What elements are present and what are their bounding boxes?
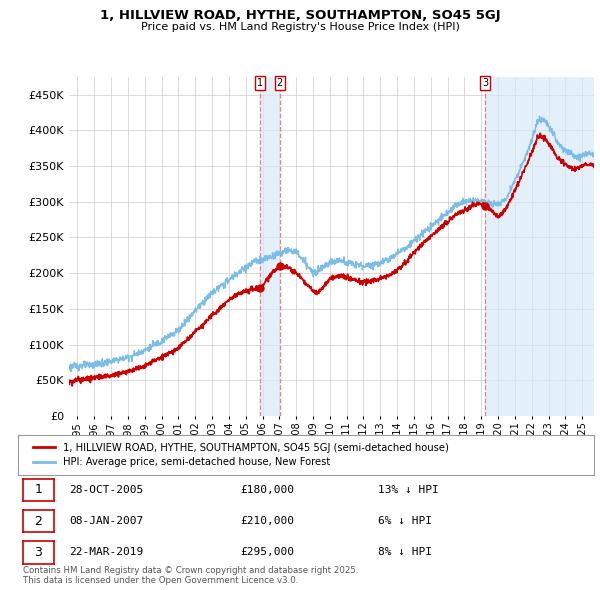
Text: 6% ↓ HPI: 6% ↓ HPI — [378, 516, 432, 526]
Text: £180,000: £180,000 — [240, 485, 294, 495]
Bar — [260, 77, 280, 416]
Text: 1, HILLVIEW ROAD, HYTHE, SOUTHAMPTON, SO45 5GJ: 1, HILLVIEW ROAD, HYTHE, SOUTHAMPTON, SO… — [100, 9, 500, 22]
Text: 1: 1 — [257, 78, 263, 88]
Text: 13% ↓ HPI: 13% ↓ HPI — [378, 485, 439, 495]
Text: £210,000: £210,000 — [240, 516, 294, 526]
Text: 22-MAR-2019: 22-MAR-2019 — [69, 548, 143, 558]
Text: 2: 2 — [277, 78, 283, 88]
Text: £295,000: £295,000 — [240, 548, 294, 558]
Text: 8% ↓ HPI: 8% ↓ HPI — [378, 548, 432, 558]
Text: 3: 3 — [34, 546, 43, 559]
Bar — [485, 77, 594, 416]
Text: 28-OCT-2005: 28-OCT-2005 — [69, 485, 143, 495]
Text: 3: 3 — [482, 78, 488, 88]
Text: 08-JAN-2007: 08-JAN-2007 — [69, 516, 143, 526]
Legend: 1, HILLVIEW ROAD, HYTHE, SOUTHAMPTON, SO45 5GJ (semi-detached house), HPI: Avera: 1, HILLVIEW ROAD, HYTHE, SOUTHAMPTON, SO… — [29, 438, 452, 471]
Text: Contains HM Land Registry data © Crown copyright and database right 2025.
This d: Contains HM Land Registry data © Crown c… — [23, 566, 358, 585]
Text: 1: 1 — [34, 483, 43, 496]
Text: Price paid vs. HM Land Registry's House Price Index (HPI): Price paid vs. HM Land Registry's House … — [140, 22, 460, 32]
Text: 2: 2 — [34, 514, 43, 527]
